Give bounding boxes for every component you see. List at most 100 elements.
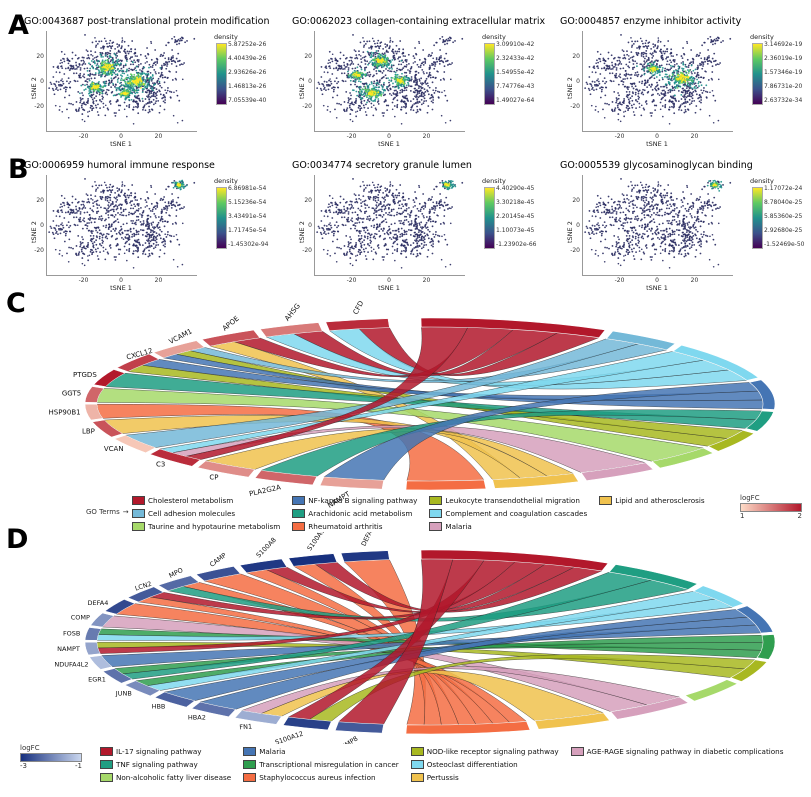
legend-label: Non-alcoholic fatty liver disease: [116, 772, 232, 782]
gene-arc: [124, 680, 161, 697]
legend-swatch: [410, 746, 424, 756]
colorbar-tick-label: 8.78040e-25: [764, 199, 803, 206]
logfc-ticks: 1 2: [740, 512, 802, 520]
legend-item: Rheumatoid arthritis: [292, 521, 417, 531]
gene-arc: [234, 710, 282, 725]
x-tick-label: 0: [387, 277, 391, 284]
pathway-arc: [692, 585, 745, 608]
panel-a-tsne-row: GO:0043687 post-translational protein mo…: [22, 16, 810, 151]
legend-swatch: [100, 746, 113, 756]
colorbar-title: density: [482, 33, 506, 41]
gene-arc: [157, 575, 200, 592]
legend-label: NF-kappa B signaling pathway: [308, 495, 418, 505]
tsne-plot-b2: GO:0034774 secretory granule lumen tSNE …: [290, 160, 542, 295]
gene-label: FN1: [239, 722, 252, 731]
gene-label: EGR1: [88, 676, 106, 684]
gene-label: PTGDS: [73, 371, 97, 379]
plot-title: GO:0034774 secretory granule lumen: [292, 160, 472, 171]
panel-label-d: D: [6, 524, 29, 555]
y-tick-label: 20: [304, 197, 312, 204]
legend-label: Staphylococcus aureus infection: [259, 772, 376, 782]
y-tick-label: 0: [40, 222, 44, 229]
gene-label: NAMPT: [57, 645, 80, 653]
colorbar-tick-label: 7.05539e-40: [228, 97, 267, 104]
colorbar-title: density: [750, 177, 774, 185]
legend-label: Osteoclast differentiation: [426, 759, 518, 769]
colorbar-tick-label: 2.20145e-45: [496, 213, 535, 220]
legend-item: Cholesterol metabolism: [132, 495, 280, 505]
logfc-label: logFC: [740, 494, 760, 502]
pathway-arc: [651, 447, 714, 469]
density-colorbar: [484, 43, 495, 105]
colorbar-tick-label: 2.93626e-26: [228, 69, 267, 76]
x-tick-label: 0: [119, 277, 123, 284]
legend-item: Cell adhesion molecules: [132, 508, 280, 518]
gene-label: CFD: [352, 300, 366, 316]
colorbar-tick-label: 5.85360e-25: [764, 213, 803, 220]
gene-arc: [319, 476, 384, 490]
gene-arc: [102, 668, 133, 684]
gene-arc: [254, 470, 318, 486]
legend-swatch: [243, 759, 257, 769]
x-tick-label: -20: [78, 133, 89, 140]
logfc-tick-min: -3: [20, 762, 27, 770]
x-axis-label: tSNE 1: [646, 284, 668, 292]
colorbar-tick-label: 2.63732e-34: [764, 97, 803, 104]
colorbar-title: density: [214, 177, 238, 185]
y-tick-label: -20: [570, 103, 580, 110]
colorbar-tick-label: 5.15236e-54: [228, 199, 267, 206]
colorbar-tick-label: 2.32433e-42: [496, 55, 535, 62]
pathway-arc: [534, 712, 611, 730]
legend-label: Cell adhesion molecules: [148, 508, 236, 518]
x-tick-label: 20: [422, 133, 431, 140]
gene-arc: [84, 627, 102, 641]
gene-label: VCAN: [104, 445, 124, 453]
y-tick-label: 20: [572, 53, 580, 60]
gene-label: NDUFA4L2: [54, 661, 88, 669]
legend-swatch: [410, 772, 424, 782]
legend-label: Arachidonic acid metabolism: [308, 508, 413, 518]
x-tick-label: 20: [690, 133, 699, 140]
tsne-canvas: [582, 175, 733, 276]
legend-grid-c: Cholesterol metabolism Cell adhesion mole…: [132, 494, 705, 532]
y-tick-label: 20: [36, 53, 44, 60]
pathway-arc: [707, 430, 755, 452]
chord-diagram-d: DEFA3S100A9S100A8CAMPMPOLCN2DEFA4COMPFOS…: [54, 532, 776, 744]
gene-arc: [325, 318, 390, 331]
panel-b-tsne-row: GO:0006959 humoral immune response tSNE …: [22, 160, 810, 295]
legend-item: Malaria: [243, 746, 399, 756]
go-terms-arrow-icon: →: [122, 508, 129, 516]
colorbar-tick-label: 1.46813e-26: [228, 83, 267, 90]
gene-label: COMP: [71, 614, 90, 622]
legend-label: Transcriptional misregulation in cancer: [259, 759, 399, 769]
legend-swatch: [243, 746, 257, 756]
x-tick-label: 20: [154, 133, 163, 140]
pathway-arc: [420, 317, 606, 338]
legend-swatch: [292, 495, 306, 505]
gene-arc: [84, 403, 104, 421]
pathway-arc: [405, 479, 487, 491]
gene-arc: [92, 419, 124, 438]
colorbar-tick-label: 2.36019e-19: [764, 55, 803, 62]
pathway-arc: [405, 721, 531, 735]
colorbar-tick-label: 3.43491e-54: [228, 213, 267, 220]
colorbar-tick-label: 3.30218e-45: [496, 199, 535, 206]
x-axis-label: tSNE 1: [378, 284, 400, 292]
tsne-canvas: [46, 31, 197, 132]
legend-label: Malaria: [445, 521, 472, 531]
panel-label-b: B: [8, 154, 29, 185]
legend-swatch: [100, 772, 113, 782]
logfc-ticks: -3 -1: [20, 762, 82, 770]
gene-arc: [127, 586, 164, 603]
gene-label: MPO: [168, 566, 185, 580]
plot-title: GO:0043687 post-translational protein mo…: [24, 16, 270, 27]
colorbar-tick-label: 7.74776e-43: [496, 83, 535, 90]
gene-arc: [90, 612, 115, 628]
pathway-arc: [420, 549, 609, 572]
gene-arc: [113, 434, 157, 453]
chord-ring: [84, 317, 776, 491]
legend-swatch: [100, 759, 113, 769]
legend-item: Lipid and atherosclerosis: [599, 495, 705, 505]
legend-swatch: [132, 521, 145, 531]
colorbar-tick-label: -1.23902e-66: [496, 241, 537, 248]
